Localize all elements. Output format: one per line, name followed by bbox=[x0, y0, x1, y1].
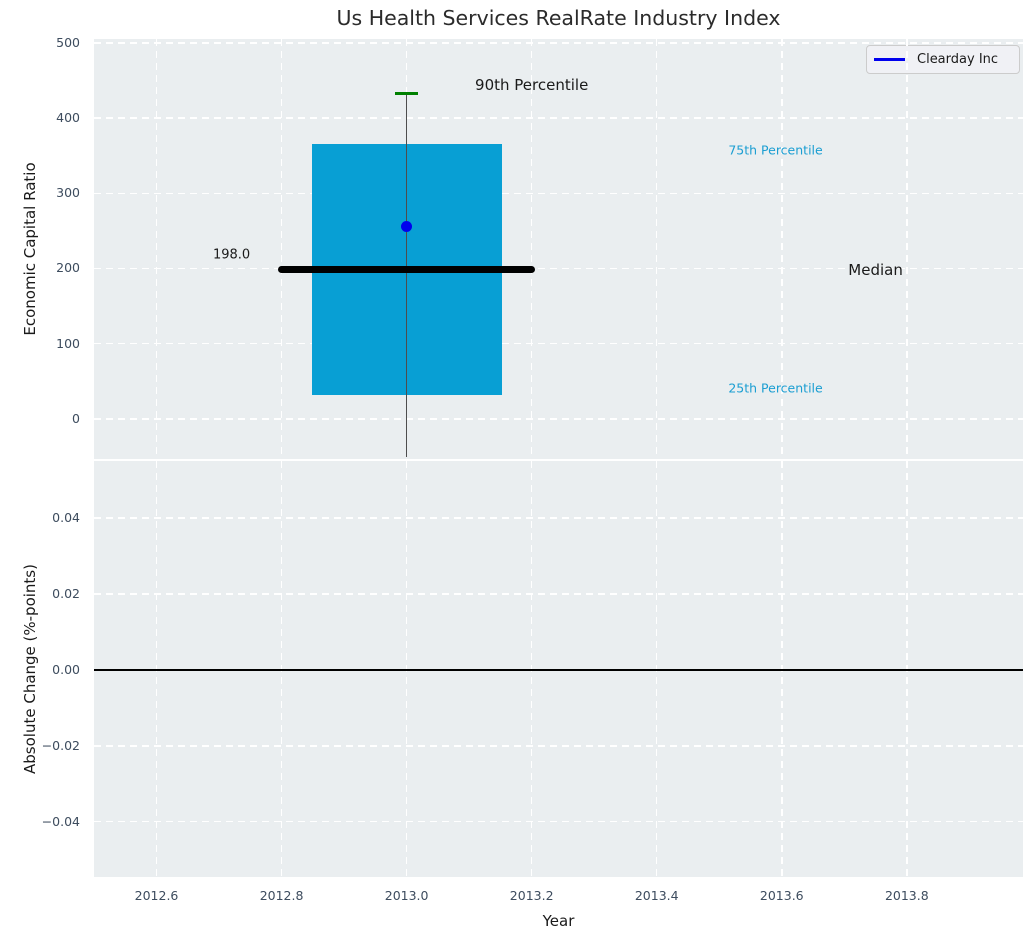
x-tick-label: 2013.0 bbox=[384, 888, 429, 903]
series-point-clearday bbox=[401, 220, 413, 232]
y-tick-label: −0.04 bbox=[41, 813, 80, 829]
gridline-h bbox=[94, 418, 1023, 420]
gridline-h bbox=[94, 117, 1023, 119]
x-axis-label: Year bbox=[542, 912, 575, 930]
annotation-75th-percentile: 75th Percentile bbox=[728, 142, 823, 158]
gridline-h bbox=[94, 745, 1023, 747]
legend: Clearday Inc bbox=[866, 45, 1020, 74]
y-tick-label: 500 bbox=[56, 34, 80, 50]
annotation-median: Median bbox=[848, 260, 903, 279]
gridline-h bbox=[94, 267, 1023, 270]
y-tick-label: 400 bbox=[56, 110, 80, 126]
bottom-plot-panel bbox=[94, 461, 1023, 877]
x-tick-label: 2013.4 bbox=[634, 888, 679, 903]
gridline-h bbox=[94, 517, 1023, 519]
x-tick-label: 2013.6 bbox=[759, 888, 804, 903]
gridline-h bbox=[94, 593, 1023, 595]
y-tick-label: 0 bbox=[72, 410, 80, 426]
top-plot-panel bbox=[94, 39, 1023, 459]
median-line bbox=[278, 266, 535, 274]
y-tick-label: 0.04 bbox=[52, 509, 80, 525]
whisker-line bbox=[405, 93, 408, 458]
y-tick-label: −0.02 bbox=[41, 737, 80, 753]
gridline-v bbox=[655, 39, 658, 460]
gridline-h bbox=[94, 42, 1023, 44]
annotation-198-0: 198.0 bbox=[212, 247, 251, 263]
y-tick-label: 300 bbox=[56, 185, 80, 201]
y-tick-label: 100 bbox=[56, 335, 80, 351]
x-tick-label: 2012.8 bbox=[259, 888, 304, 903]
annotation-25th-percentile: 25th Percentile bbox=[728, 380, 823, 396]
legend-label: Clearday Inc bbox=[917, 52, 999, 67]
y-tick-label: 0.02 bbox=[52, 585, 80, 601]
gridline-h bbox=[94, 192, 1023, 195]
gridline-h bbox=[94, 342, 1023, 345]
x-tick-label: 2013.2 bbox=[509, 888, 554, 903]
gridline-v bbox=[906, 39, 908, 460]
zero-line bbox=[94, 669, 1023, 671]
gridline-v bbox=[530, 39, 533, 460]
gridline-h bbox=[94, 820, 1023, 823]
x-tick-label: 2013.8 bbox=[884, 888, 929, 903]
legend-line-sample bbox=[874, 58, 905, 61]
gridline-v bbox=[781, 39, 783, 460]
gridline-v bbox=[280, 39, 283, 460]
gridline-v bbox=[155, 39, 158, 460]
y-tick-label: 200 bbox=[56, 260, 80, 276]
annotation-90th-percentile: 90th Percentile bbox=[475, 76, 589, 95]
chart-title: Us Health Services RealRate Industry Ind… bbox=[336, 6, 781, 30]
x-tick-label: 2012.6 bbox=[134, 888, 179, 903]
cap-90th-percentile bbox=[395, 91, 418, 95]
y-tick-label: 0.00 bbox=[52, 661, 80, 677]
